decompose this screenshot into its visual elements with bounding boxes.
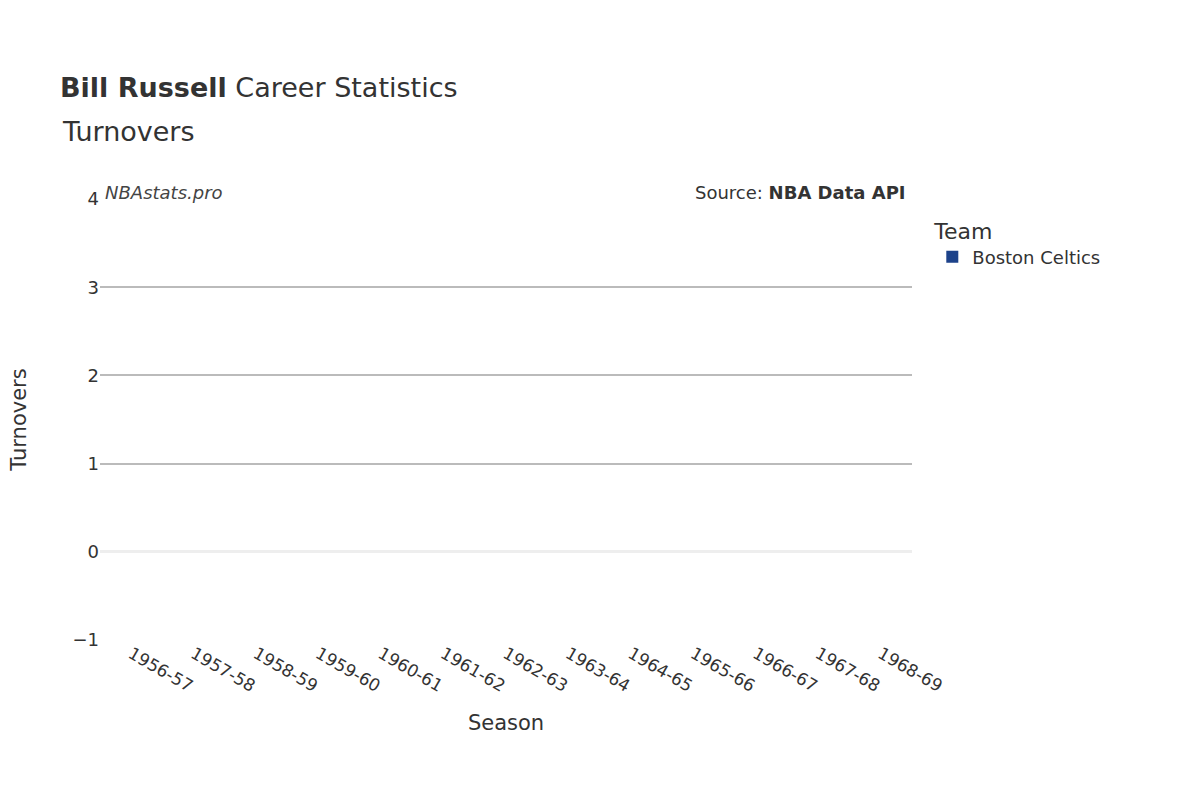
svg-text:1956-57: 1956-57 <box>125 643 197 696</box>
svg-text:1962-63: 1962-63 <box>500 643 572 696</box>
svg-text:1966-67: 1966-67 <box>750 643 822 696</box>
svg-text:3: 3 <box>88 277 99 298</box>
svg-text:1965-66: 1965-66 <box>687 643 759 696</box>
svg-text:Team: Team <box>933 219 992 244</box>
svg-text:−1: −1 <box>72 629 99 650</box>
svg-text:1: 1 <box>88 453 99 474</box>
svg-text:1957-58: 1957-58 <box>187 643 259 696</box>
svg-text:0: 0 <box>88 541 99 562</box>
svg-text:1959-60: 1959-60 <box>312 643 384 696</box>
svg-text:1968-69: 1968-69 <box>875 643 947 696</box>
svg-text:Source: NBA Data API: Source: NBA Data API <box>695 182 906 203</box>
svg-text:1967-68: 1967-68 <box>812 643 884 696</box>
svg-text:4: 4 <box>88 188 99 209</box>
svg-text:1960-61: 1960-61 <box>375 643 447 696</box>
svg-text:Season: Season <box>468 711 544 735</box>
svg-text:Boston Celtics: Boston Celtics <box>972 247 1100 268</box>
svg-text:1963-64: 1963-64 <box>562 643 634 696</box>
svg-text:1958-59: 1958-59 <box>250 643 322 696</box>
svg-text:1961-62: 1961-62 <box>437 643 509 696</box>
svg-text:2: 2 <box>88 365 99 386</box>
svg-text:Bill Russell Career Statistics: Bill Russell Career Statistics <box>60 72 458 103</box>
svg-text:Turnovers: Turnovers <box>7 368 31 471</box>
svg-text:Turnovers: Turnovers <box>62 116 195 147</box>
svg-text:NBAstats.pro: NBAstats.pro <box>105 182 223 203</box>
svg-text:1964-65: 1964-65 <box>625 643 697 696</box>
